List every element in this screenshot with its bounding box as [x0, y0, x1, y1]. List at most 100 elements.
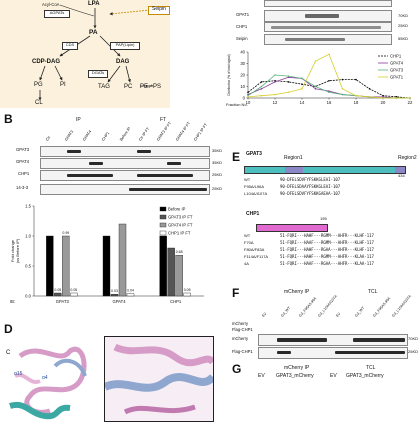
band: [285, 38, 345, 41]
bar: [62, 235, 70, 297]
pg-label: PG: [34, 82, 43, 88]
band: [137, 174, 193, 177]
bar-value-label: 0.05: [54, 288, 61, 292]
bar-value-label: 0.05: [70, 288, 77, 292]
dgats-box: DGATs: [88, 70, 108, 78]
pc-label: PC: [124, 84, 133, 90]
bar-value-label: 0.99: [62, 231, 69, 235]
ip-lane-label: Ctr: [45, 135, 52, 142]
seipin-box: Seipin: [148, 6, 170, 15]
data-point: [314, 88, 317, 90]
f-column-label: G3_WT: [353, 305, 365, 318]
ip-row-1433: 14-3-3: [16, 185, 29, 190]
x-axis-label: Fraction No.: [226, 102, 248, 107]
chp1-domain-bar: [256, 224, 328, 232]
f-column-label: G3_WT: [279, 305, 291, 318]
chp1-variant-name: F114A/F117A: [244, 254, 269, 259]
y-axis-label: Distribution (% of total signal): [227, 54, 231, 95]
gpat3-variant-name: WT: [244, 177, 251, 182]
data-point: [395, 96, 398, 98]
x-tick-label: 14: [300, 100, 305, 105]
g-ev-right: EV: [330, 373, 337, 379]
data-point: [274, 79, 276, 82]
f-column-label: G3_F95A/L96A: [298, 296, 318, 318]
gpat3-variant-name: F95A/L96A: [244, 184, 265, 189]
gpat3-variant-sequence: 90-DFELSDVFYFSKKGAEAA-107: [280, 191, 341, 196]
cds-box: CDS: [62, 42, 78, 50]
legend-swatch: [159, 214, 167, 220]
ip-blot-gpat3: [40, 146, 210, 157]
panel-f-label: F: [232, 286, 240, 300]
fraction-marker-25: 25KD: [398, 23, 409, 28]
data-point: [395, 97, 398, 99]
y-axis-label: (vs Before IP): [15, 238, 20, 263]
data-point: [341, 78, 344, 81]
ip-lane-label: GPAT3: [63, 129, 74, 142]
ip-lane-label: GPAT4 IP FT: [174, 121, 191, 142]
ip-lane-label: Ctr IP FT: [137, 126, 150, 142]
x-tick-label: 16: [327, 100, 332, 105]
panel-e-label: E: [232, 150, 241, 164]
f-mcherry-row: mCherry: [232, 321, 249, 326]
fraction-row-seipin: Seipin: [236, 36, 248, 41]
band: [167, 162, 181, 165]
tag-label: TAG: [98, 84, 110, 90]
fraction-marker-55: 55KD: [398, 36, 409, 41]
region1-label: Region1: [284, 155, 303, 161]
pathway-arrows: [38, 4, 151, 101]
legend-swatch: [159, 222, 167, 228]
y-tick-label: 1.5: [25, 204, 31, 209]
ip-group-label: IP: [76, 117, 81, 123]
data-point: [260, 85, 263, 88]
pe-ps-label: PE⇌PS: [140, 84, 162, 90]
chp1-variant-sequence: 51-FQRI---HAHF---RGAA---AHFR---KLHF-117: [280, 247, 374, 252]
chp1-variant-name: WT: [244, 233, 251, 238]
bar: [118, 223, 127, 297]
group-label: GPAT4: [112, 299, 126, 304]
data-point: [301, 83, 303, 85]
f-column-labels: EV G3_WT G3_F95A/L96A G3_L104A/I107A EV G3_WT…: [258, 294, 411, 320]
bar: [70, 292, 78, 297]
band: [335, 351, 405, 354]
gpat3-variant-sequence: 90-DFELSDAAYFSKKGLEAI-107: [280, 184, 341, 189]
ip-lane-labels: Ctr GPAT3 GPAT4 CHP1 Before IP Ctr IP FT GPAT3…: [40, 121, 210, 146]
data-point: [355, 94, 357, 97]
ip-blot-gpat4: [40, 158, 210, 169]
ip-lane-label: CHP1: [100, 131, 110, 142]
gpat3-sequences: WT 90-DFELSDVFYFSKKGLEAI-107 F95A/L96A 90-D…: [244, 178, 416, 200]
ip-marker-4: 25KD: [212, 186, 223, 191]
ip-row-gpat4: GPAT4: [16, 159, 30, 164]
chp1-domain-title: CHP1: [246, 211, 260, 217]
ip-blot-1433: [40, 184, 210, 195]
f-column-label: EV: [261, 311, 268, 318]
group-label: CHP1: [170, 299, 182, 304]
y-tick-label: 40: [240, 50, 245, 55]
data-point: [287, 91, 290, 94]
band: [305, 14, 339, 18]
band: [137, 150, 151, 153]
f-blot-mcherry-row: mCherry: [232, 336, 249, 341]
protein-structure: [9, 346, 87, 420]
ip-marker-2: 35KD: [212, 160, 223, 165]
data-point: [247, 96, 249, 98]
bar-value-label: 0.68: [176, 250, 183, 254]
pi-label: PI: [60, 82, 66, 88]
f-column-label: G3_F95A/L96A: [372, 296, 392, 318]
y-tick-label: 0.0: [25, 294, 31, 299]
chp1-variant-name: F80A/F83A: [244, 247, 265, 252]
ip-lane-label: GPAT3 IP FT: [156, 121, 173, 142]
data-point: [355, 78, 357, 81]
fraction-row-chp1: CHP1: [236, 24, 248, 29]
chp1-end: 195: [320, 216, 327, 221]
data-point: [328, 91, 330, 94]
legend-label: GPAT1: [390, 75, 404, 80]
ip-row-gpat3: GPAT3: [16, 147, 30, 152]
band: [89, 162, 103, 165]
f-ip-label: mCherry IP: [284, 289, 310, 295]
fraction-blot-seipin: [264, 34, 392, 45]
fraction-blot-top: [264, 0, 392, 7]
data-point: [328, 90, 330, 92]
data-point: [328, 53, 330, 56]
legend-label: GPAT3: [390, 68, 404, 73]
group-label: GPAT3: [56, 299, 70, 304]
